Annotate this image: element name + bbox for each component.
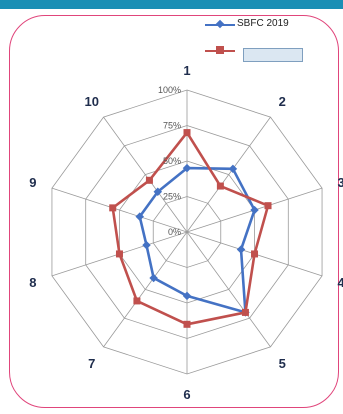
axis-label-1: 1 [183, 63, 190, 78]
axis-label-5: 5 [279, 356, 286, 371]
series-1-point-4 [236, 245, 246, 254]
series-2-point-6 [183, 320, 191, 328]
series-2-point-2 [216, 182, 224, 190]
radar-labels: 0% 25% 50% 75% 100%1 2 3 4 5 6 7 8 9 10 [29, 63, 343, 402]
grid-spoke-9 [51, 187, 188, 233]
series-1-point-7 [149, 273, 158, 283]
axis-label-2: 2 [279, 94, 286, 109]
series-2-point-10 [145, 176, 153, 184]
axis-label-6: 6 [183, 387, 190, 402]
series-2-point-3 [264, 202, 272, 210]
series-2-point-7 [133, 297, 141, 305]
series-1-point-3 [250, 205, 259, 215]
radar-series [109, 129, 272, 328]
axis-label-8: 8 [29, 275, 36, 290]
grid-spoke-5 [186, 231, 271, 348]
series-1-point-10 [153, 187, 163, 197]
legend-label-series-1: SBFC 2019 [237, 18, 289, 29]
axis-label-9: 9 [29, 175, 36, 190]
legend-marker-series-2 [216, 46, 224, 54]
tick-label-2: 50% [163, 156, 181, 166]
tick-label-4: 100% [158, 85, 181, 95]
series-2-point-9 [109, 204, 117, 212]
series-2-point-4 [251, 250, 259, 258]
series-2-point-1 [183, 129, 191, 137]
axis-label-7: 7 [88, 356, 95, 371]
series-1-point-2 [228, 164, 238, 174]
series-2-point-8 [115, 250, 123, 258]
grid-spoke-10 [103, 116, 188, 233]
axis-label-10: 10 [85, 94, 99, 109]
tick-label-1: 25% [163, 192, 181, 202]
legend-marker-series-1 [215, 19, 225, 29]
series-1-point-6 [182, 291, 192, 301]
tick-label-3: 75% [163, 121, 181, 131]
tick-label-0: 0% [168, 227, 181, 237]
legend-label-overlay-box [243, 48, 303, 62]
legend: SBFC 2019 [205, 17, 315, 69]
grid-spoke-7 [103, 231, 188, 348]
series-1-point-8 [142, 240, 151, 250]
series-1-point-9 [135, 212, 144, 221]
top-accent-bar [0, 0, 343, 9]
chart-frame [9, 15, 339, 408]
legend-entry-series-2 [205, 43, 315, 59]
series-2-point-5 [241, 308, 249, 316]
grid-spoke-2 [186, 116, 271, 233]
legend-entry-series-1: SBFC 2019 [205, 17, 315, 33]
axis-label-3: 3 [337, 175, 343, 190]
series-1-point-1 [182, 163, 192, 173]
axis-label-4: 4 [337, 275, 343, 290]
